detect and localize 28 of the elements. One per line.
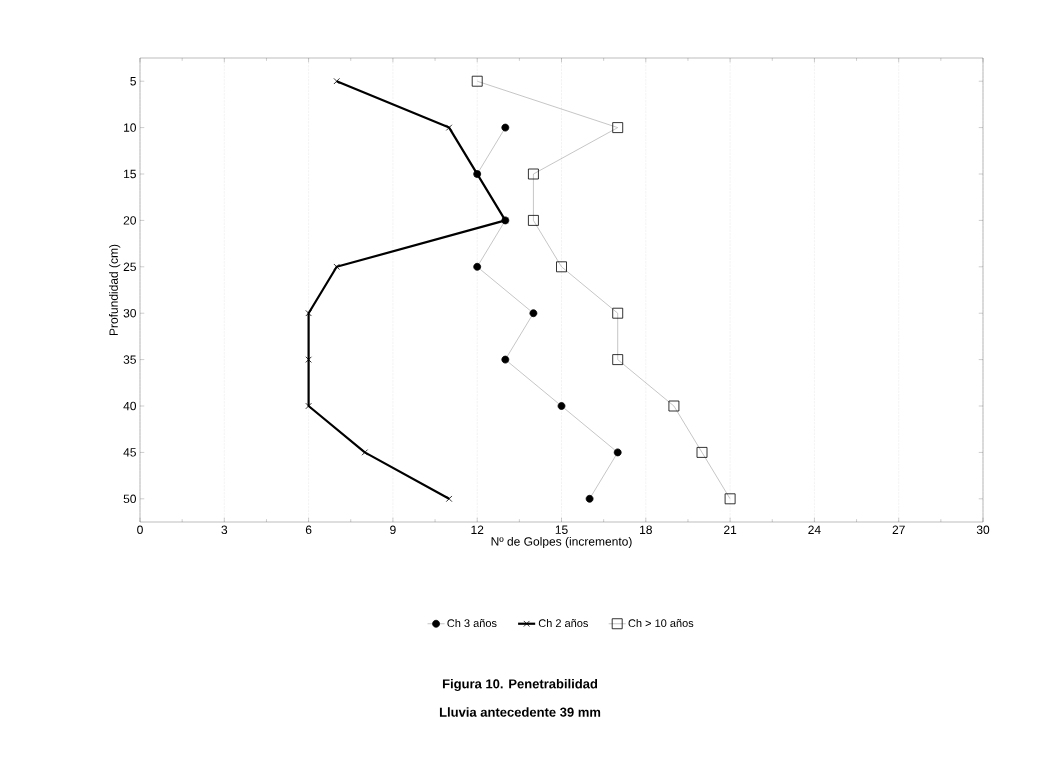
y-tick-label: 20: [123, 216, 137, 225]
legend-label: Ch 2 años: [538, 619, 588, 628]
x-tick-label: 0: [137, 525, 143, 535]
x-tick-label: 3: [221, 525, 228, 535]
x-tick-label: 6: [305, 525, 312, 535]
y-tick-label: 50: [123, 494, 137, 504]
legend-label: Ch > 10 años: [628, 619, 694, 628]
y-tick-label: 45: [123, 448, 136, 457]
y-tick-label: 35: [123, 355, 136, 364]
y-tick-label: 25: [123, 262, 136, 272]
legend-label: Ch 3 años: [447, 619, 497, 628]
y-tick-label: 30: [123, 308, 137, 318]
y-tick-label: 5: [130, 77, 136, 86]
y-tick-label: 40: [123, 401, 137, 411]
x-tick-label: 24: [808, 525, 821, 534]
x-tick-label: 27: [892, 525, 905, 534]
y-tick-label: 10: [124, 123, 137, 132]
y-tick-label: 15: [124, 169, 136, 179]
x-tick-label: 18: [640, 525, 652, 535]
text: Lluvia antecedente 39 mm: [439, 707, 601, 717]
x-tick-label: 30: [976, 525, 990, 535]
x-tick-label: 15: [555, 525, 568, 534]
x-tick-label: 21: [724, 525, 737, 534]
x-tick-label: 12: [471, 525, 484, 534]
text: Figura 10. Penetrabilidad: [442, 678, 598, 692]
y-axis-title: Profundidad (cm): [109, 244, 121, 336]
x-tick-label: 9: [390, 525, 396, 535]
x-axis-title: Nº de Golpes (incremento): [491, 536, 632, 549]
